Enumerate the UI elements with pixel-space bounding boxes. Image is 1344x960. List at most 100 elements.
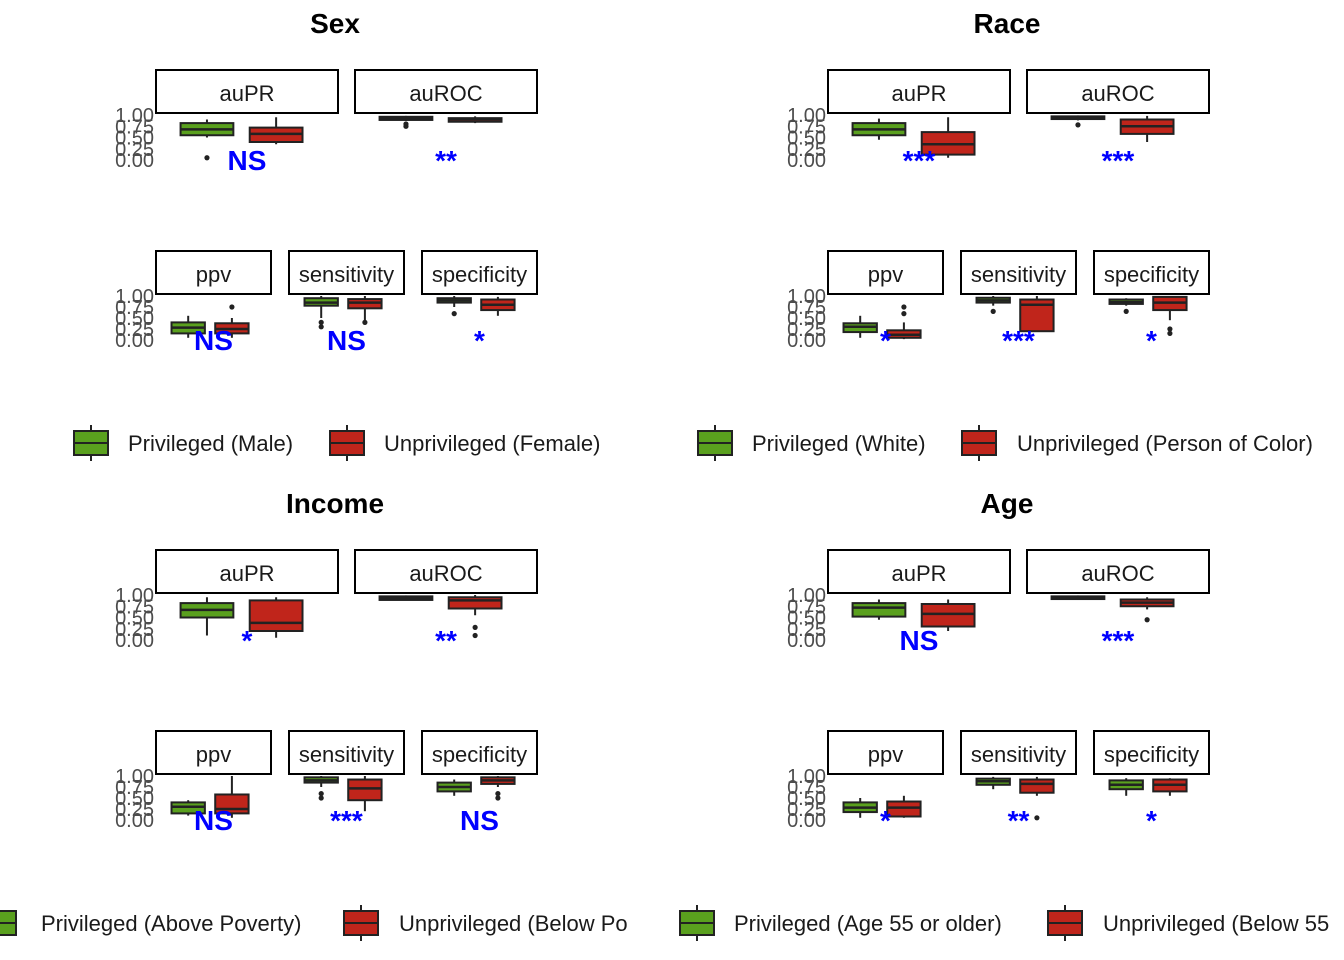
facet-sensitivity: sensitivity *** (960, 250, 1077, 356)
significance-label: NS (194, 805, 233, 836)
legend-label: Privileged (Male) (128, 431, 293, 456)
box-iqr (248, 599, 304, 633)
panel-title: Sex (310, 8, 360, 39)
significance-label: * (880, 805, 891, 836)
significance-label: *** (1002, 325, 1035, 356)
outlier-point (901, 304, 907, 310)
facet-auPR: auPR 1.000.750.500.250.00 * (115, 549, 339, 656)
legend-label: Privileged (White) (752, 431, 926, 456)
outlier-point (990, 308, 996, 314)
significance-label: NS (460, 805, 499, 836)
legend: Privileged (Age 55 or older) Unprivileged… (679, 905, 1329, 941)
significance-label: * (880, 325, 891, 356)
facet-strip-label: auROC (409, 561, 482, 586)
y-tick-label: 0.25 (787, 619, 826, 641)
box-privileged (842, 315, 878, 338)
legend-label: Unprivileged (Female) (384, 431, 600, 456)
facet-ppv: ppv 1.000.750.500.250.00 NS (115, 730, 272, 836)
legend-key-unprivileged (343, 905, 379, 941)
box-unprivileged (447, 116, 503, 124)
facet-strip (288, 730, 405, 775)
y-tick-label: 0.75 (115, 297, 154, 319)
y-tick-label: 0.00 (115, 330, 154, 352)
facet-ppv: ppv 1.000.750.500.250.00 NS (115, 250, 272, 356)
facet-strip-label: specificity (1104, 742, 1199, 767)
outlier-point (495, 795, 501, 801)
facet-strip-label: sensitivity (971, 742, 1066, 767)
y-tick-label: 0.50 (787, 308, 826, 330)
box-unprivileged (480, 296, 516, 316)
box-privileged (179, 119, 235, 161)
y-tick-label: 0.25 (787, 799, 826, 821)
legend-label: Unprivileged (Below Po (399, 911, 628, 936)
outlier-point (495, 791, 501, 797)
y-tick-label: 0.75 (787, 596, 826, 618)
facet-auROC: auROC *** (1026, 549, 1210, 656)
legend-key-privileged (697, 425, 733, 461)
y-tick-label: 1.00 (115, 105, 154, 127)
facet-ppv: ppv 1.000.750.500.250.00 * (787, 250, 944, 356)
facet-strip (1026, 69, 1210, 114)
box-privileged (1108, 298, 1144, 314)
y-tick-label: 0.00 (115, 810, 154, 832)
outlier-point (362, 319, 368, 325)
y-tick-label: 1.00 (787, 585, 826, 607)
box-privileged (378, 595, 434, 601)
y-tick-label: 0.00 (787, 330, 826, 352)
box-unprivileged (347, 776, 383, 812)
facet-strip-label: specificity (432, 742, 527, 767)
y-tick-label: 0.75 (115, 596, 154, 618)
box-privileged (303, 776, 339, 801)
facet-strip (354, 69, 538, 114)
facet-strip (827, 730, 944, 775)
box-unprivileged (1119, 597, 1175, 623)
panel-title: Age (981, 488, 1034, 519)
facet-specificity: specificity * (421, 250, 538, 356)
significance-label: NS (327, 325, 366, 356)
facet-strip-label: specificity (432, 262, 527, 287)
box-privileged (170, 315, 206, 338)
y-tick-label: 0.00 (787, 630, 826, 652)
box-privileged (436, 779, 472, 796)
legend-label: Unprivileged (Person of Color) (1017, 431, 1313, 456)
box-unprivileged (886, 304, 922, 340)
significance-label: * (242, 625, 253, 656)
box-unprivileged (920, 117, 976, 158)
y-tick-label: 1.00 (787, 766, 826, 788)
facet-strip (827, 69, 1011, 114)
facet-strip (155, 69, 339, 114)
y-tick-label: 0.25 (115, 619, 154, 641)
outlier-point (318, 324, 324, 330)
box-unprivileged (214, 304, 250, 338)
outlier-point (204, 155, 210, 161)
outlier-point (1167, 330, 1173, 336)
y-tick-label: 1.00 (115, 585, 154, 607)
legend-key-unprivileged (329, 425, 365, 461)
facet-auPR: auPR 1.000.750.500.250.00 NS (787, 549, 1011, 656)
legend-key-privileged (73, 425, 109, 461)
facet-strip-label: auROC (1081, 561, 1154, 586)
y-tick-label: 0.50 (787, 788, 826, 810)
box-privileged (1050, 115, 1106, 128)
facet-auPR: auPR 1.000.750.500.250.00 *** (787, 69, 1011, 176)
legend-key-privileged (0, 910, 17, 936)
box-privileged (842, 798, 878, 818)
outlier-point (318, 795, 324, 801)
outlier-point (318, 791, 324, 797)
significance-label: *** (1102, 145, 1135, 176)
outlier-point (451, 311, 457, 317)
outlier-point (1075, 122, 1081, 128)
y-tick-label: 0.00 (787, 150, 826, 172)
significance-label: *** (330, 805, 363, 836)
y-tick-label: 0.00 (115, 630, 154, 652)
outlier-point (472, 624, 478, 630)
y-tick-label: 0.75 (787, 297, 826, 319)
outlier-point (229, 304, 235, 310)
facet-strip-label: auPR (891, 81, 946, 106)
outlier-point (318, 319, 324, 325)
box-privileged (303, 296, 339, 330)
box-unprivileged (1019, 776, 1055, 821)
facet-auROC: auROC ** (354, 69, 538, 176)
y-tick-label: 1.00 (115, 766, 154, 788)
y-tick-label: 0.50 (115, 608, 154, 630)
